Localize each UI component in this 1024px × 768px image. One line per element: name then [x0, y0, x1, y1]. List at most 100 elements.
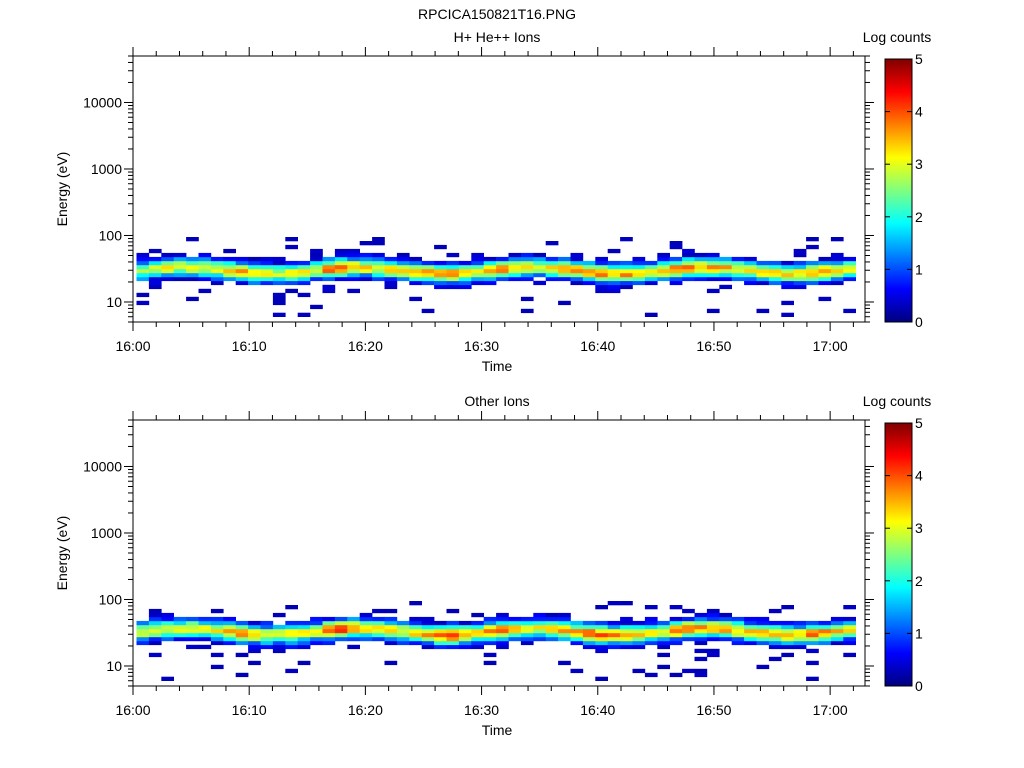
heatmap-cell: [223, 632, 236, 638]
heatmap-cell: [471, 256, 484, 262]
heatmap-cell: [706, 628, 720, 634]
y-tick-label: 1000: [91, 525, 122, 541]
heatmap-cell: [768, 268, 782, 274]
heatmap-cell: [173, 624, 187, 630]
heatmap-cell: [520, 640, 534, 646]
heatmap-cell: [793, 632, 807, 638]
heatmap-cell: [657, 264, 670, 270]
panel-2-y-label: Energy (eV): [54, 516, 70, 591]
heatmap-cell: [409, 264, 422, 270]
figure-title: RPCICA150821T16.PNG: [418, 6, 576, 22]
heatmap-cell: [421, 276, 435, 282]
heatmap-cell: [607, 632, 621, 638]
panel-2-colorbar-label: Log counts: [863, 393, 932, 409]
heatmap-cell: [595, 628, 608, 634]
heatmap-cell: [558, 264, 571, 270]
heatmap-cell: [706, 652, 720, 658]
heatmap-cell: [198, 260, 212, 266]
heatmap-cell: [644, 624, 658, 630]
heatmap-cell: [620, 280, 633, 286]
heatmap-cell: [272, 292, 286, 298]
heatmap-cell: [570, 632, 584, 638]
heatmap-cell: [173, 276, 187, 282]
heatmap-cell: [731, 256, 745, 262]
x-tick-label: 16:10: [232, 338, 267, 354]
heatmap-cell: [607, 288, 621, 294]
heatmap-cell: [235, 256, 249, 262]
heatmap-cell: [136, 628, 150, 634]
heatmap-cell: [347, 624, 360, 630]
heatmap-cell: [830, 272, 844, 278]
heatmap-cell: [744, 632, 757, 638]
heatmap-cell: [719, 284, 732, 290]
heatmap-cell: [706, 252, 720, 258]
heatmap-cell: [644, 280, 658, 286]
heatmap-cell: [793, 284, 807, 290]
heatmap-cell: [186, 264, 199, 270]
heatmap-cell: [731, 636, 745, 642]
heatmap-cell: [731, 272, 745, 278]
heatmap-cell: [334, 624, 348, 630]
heatmap-cell: [359, 612, 373, 618]
heatmap-cell: [148, 248, 162, 254]
heatmap-cell: [446, 624, 460, 630]
heatmap-cell: [198, 256, 212, 262]
heatmap-cell: [421, 268, 435, 274]
heatmap-cell: [545, 272, 559, 278]
heatmap-cell: [235, 276, 249, 282]
heatmap-cell: [458, 632, 472, 638]
heatmap-cell: [272, 648, 286, 654]
heatmap-cell: [781, 644, 794, 650]
heatmap-cell: [347, 260, 360, 266]
heatmap-cell: [793, 260, 807, 266]
heatmap-cell: [322, 636, 336, 642]
heatmap-cell: [818, 276, 832, 282]
heatmap-cell: [310, 272, 323, 278]
panel-2-heatmap: [136, 601, 856, 681]
heatmap-cell: [322, 624, 336, 630]
heatmap-cell: [372, 272, 385, 278]
heatmap-cell: [458, 644, 472, 650]
heatmap-cell: [186, 632, 199, 638]
heatmap-cell: [570, 636, 584, 642]
heatmap-cell: [806, 264, 819, 270]
heatmap-cell: [806, 632, 819, 638]
heatmap-cell: [148, 280, 162, 286]
x-tick-label: 16:20: [348, 338, 383, 354]
heatmap-cell: [570, 668, 584, 674]
heatmap-cell: [558, 660, 571, 666]
heatmap-cell: [372, 616, 385, 622]
heatmap-cell: [756, 632, 770, 638]
heatmap-cell: [781, 272, 794, 278]
heatmap-cell: [148, 632, 162, 638]
heatmap-cell: [768, 632, 782, 638]
heatmap-cell: [570, 640, 584, 646]
heatmap-cell: [310, 632, 323, 638]
heatmap-cell: [768, 608, 782, 614]
heatmap-cell: [818, 256, 832, 262]
heatmap-cell: [719, 264, 732, 270]
heatmap-cell: [446, 272, 460, 278]
heatmap-cell: [210, 272, 224, 278]
heatmap-cell: [458, 268, 472, 274]
heatmap-cell: [471, 276, 484, 282]
heatmap-cell: [136, 640, 150, 646]
heatmap-cell: [558, 616, 571, 622]
panel-1-y-label: Energy (eV): [54, 152, 70, 227]
heatmap-cell: [731, 632, 745, 638]
heatmap-cell: [223, 260, 236, 266]
heatmap-cell: [359, 272, 373, 278]
heatmap-cell: [669, 616, 683, 622]
heatmap-cell: [223, 636, 236, 642]
heatmap-cell: [669, 241, 683, 246]
heatmap-cell: [706, 308, 720, 314]
heatmap-cell: [793, 640, 807, 646]
panel-2-title: Other Ions: [464, 393, 529, 409]
heatmap-cell: [186, 636, 199, 642]
heatmap-cell: [744, 264, 757, 270]
heatmap-cell: [843, 264, 856, 270]
heatmap-cell: [334, 252, 348, 258]
heatmap-cell: [756, 664, 770, 670]
heatmap-cell: [310, 628, 323, 634]
